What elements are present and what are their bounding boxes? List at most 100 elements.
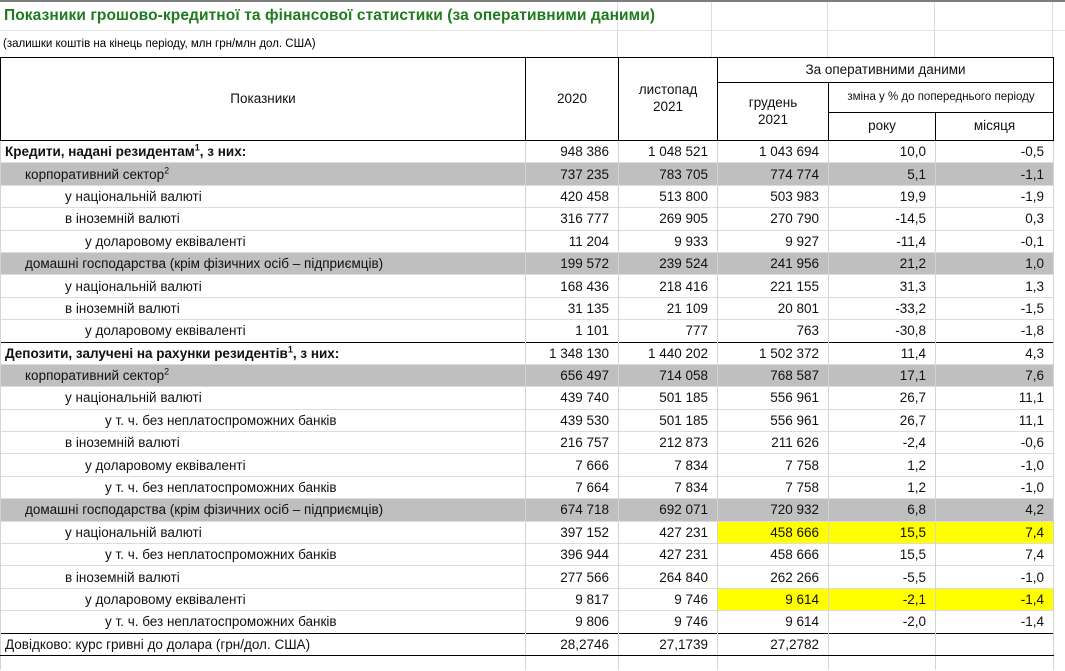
table-row: Довідково: курс гривні до долара (грн/до… xyxy=(0,632,1055,656)
cell-november-2021: 264 840 xyxy=(618,565,718,589)
row-label: в іноземній валюті xyxy=(0,296,526,320)
cell-november-2021: 692 071 xyxy=(618,498,718,522)
table-row: у національній валюті 439 740 501 185 556 9… xyxy=(0,386,1055,410)
row-label: у т. ч. без неплатоспроможних банків xyxy=(0,408,526,432)
cell-2020: 1 348 130 xyxy=(525,341,619,365)
cell-2020: 31 135 xyxy=(525,296,619,320)
cell-change-month: -1,0 xyxy=(934,565,1055,589)
col-header-change-month: місяця xyxy=(934,112,1055,141)
table-row: домашні господарства (крім фізичних осіб… xyxy=(0,498,1055,522)
cell-2020: 439 740 xyxy=(525,386,619,410)
cell-december-2021: 211 626 xyxy=(717,431,829,454)
row-label: в іноземній валюті xyxy=(0,431,526,454)
col-header-december-2021: грудень 2021 xyxy=(717,82,829,141)
col-header-november-2021: листопад 2021 xyxy=(618,57,718,141)
cell-november-2021: 21 109 xyxy=(618,296,718,320)
cell-2020: 28,2746 xyxy=(525,632,619,656)
cell-change-month: 0,3 xyxy=(934,207,1055,231)
cell-change-month: -1,4 xyxy=(934,610,1055,634)
cell-change-month: -1,5 xyxy=(934,296,1055,320)
table-row: у т. ч. без неплатоспроможних банків 9 80… xyxy=(0,610,1055,634)
cell-november-2021: 513 800 xyxy=(618,184,718,208)
cell-november-2021: 9 746 xyxy=(618,587,718,611)
row-label: корпоративний сектор2 xyxy=(0,363,526,387)
cell-change-year: 1,2 xyxy=(828,475,936,499)
table-row: у т. ч. без неплатоспроможних банків 7 66… xyxy=(0,475,1055,499)
cell-november-2021: 7 834 xyxy=(618,475,718,499)
table-row: у доларовому еквіваленті 7 666 7 834 7 758 1… xyxy=(0,453,1055,477)
cell-2020: 1 101 xyxy=(525,319,619,343)
table-row: у т. ч. без неплатоспроможних банків 396 … xyxy=(0,543,1055,566)
cell-2020: 9 806 xyxy=(525,610,619,634)
cell-november-2021: 269 905 xyxy=(618,207,718,231)
cell-2020: 7 664 xyxy=(525,475,619,499)
table-row: Кредити, надані резидентам1, з них: 948 3… xyxy=(0,139,1055,163)
cell-2020: 948 386 xyxy=(525,139,619,163)
cell-change-month: -1,4 xyxy=(934,587,1055,611)
cell-december-2021: 7 758 xyxy=(717,475,829,499)
table-row: в іноземній валюті 277 566 264 840 262 266-… xyxy=(0,565,1055,589)
cell-change-year: -2,4 xyxy=(828,431,936,454)
col-header-2020: 2020 xyxy=(525,57,619,141)
cell-december-2021: 9 927 xyxy=(717,229,829,253)
cell-2020: 674 718 xyxy=(525,498,619,522)
cell-change-year: 26,7 xyxy=(828,408,936,432)
cell-2020: 216 757 xyxy=(525,431,619,454)
cell-december-2021: 503 983 xyxy=(717,184,829,208)
cell-2020: 9 817 xyxy=(525,587,619,611)
cell-change-year: 15,5 xyxy=(828,543,936,566)
cell-2020: 199 572 xyxy=(525,251,619,275)
sheet-top-block: Показники грошово-кредитної та фінансово… xyxy=(0,2,1065,57)
cell-november-2021: 9 933 xyxy=(618,229,718,253)
cell-change-year: -30,8 xyxy=(828,319,936,343)
cell-november-2021: 218 416 xyxy=(618,274,718,298)
col-header-change-year: року xyxy=(828,112,936,141)
cell-2020: 7 666 xyxy=(525,453,619,477)
table-body: Кредити, надані резидентам1, з них: 948 3… xyxy=(0,139,1055,671)
row-label: домашні господарства (крім фізичних осіб… xyxy=(0,251,526,275)
cell-december-2021: 458 666 xyxy=(717,520,829,544)
cell-2020: 396 944 xyxy=(525,543,619,566)
cell-december-2021: 270 790 xyxy=(717,207,829,231)
cell-november-2021: 501 185 xyxy=(618,408,718,432)
cell-change-year: -5,5 xyxy=(828,565,936,589)
row-label: у доларовому еквіваленті xyxy=(0,453,526,477)
row-label: корпоративний сектор2 xyxy=(0,162,526,186)
cell-november-2021: 427 231 xyxy=(618,520,718,544)
row-label: у національній валюті xyxy=(0,386,526,410)
cell-december-2021: 1 502 372 xyxy=(717,341,829,365)
cell-change-year: 1,2 xyxy=(828,453,936,477)
row-label: у т. ч. без неплатоспроможних банків xyxy=(0,543,526,566)
cell-2020: 11 204 xyxy=(525,229,619,253)
table-row: у національній валюті 420 458 513 800 503 9… xyxy=(0,184,1055,208)
cell-change-year: 5,1 xyxy=(828,162,936,186)
cell-december-2021: 774 774 xyxy=(717,162,829,186)
cell-2020: 168 436 xyxy=(525,274,619,298)
cell-december-2021: 241 956 xyxy=(717,251,829,275)
cell-change-month: 7,6 xyxy=(934,363,1055,387)
col-group-change-percent: зміна у % до попереднього періоду xyxy=(827,82,1055,113)
empty-cell xyxy=(828,655,936,671)
table-row: у національній валюті 168 436 218 416 221 1… xyxy=(0,274,1055,298)
cell-change-month: 1,0 xyxy=(934,251,1055,275)
table-row: корпоративний сектор2 737 235 783 705 774 7… xyxy=(0,162,1055,186)
table-row: в іноземній валюті 316 777 269 905 270 790-… xyxy=(0,207,1055,231)
cell-december-2021: 262 266 xyxy=(717,565,829,589)
cell-november-2021: 9 746 xyxy=(618,610,718,634)
col-group-operational-data: За оперативними даними xyxy=(716,57,1055,83)
cell-november-2021: 501 185 xyxy=(618,386,718,410)
table-row: в іноземній валюті 31 135 21 109 20 801 -33,… xyxy=(0,296,1055,320)
empty-cell xyxy=(934,655,1055,671)
empty-gridline-row xyxy=(0,655,1055,671)
row-label: у національній валюті xyxy=(0,184,526,208)
cell-december-2021: 720 932 xyxy=(717,498,829,522)
cell-change-year: -33,2 xyxy=(828,296,936,320)
empty-cell xyxy=(618,655,718,671)
cell-change-month: 1,3 xyxy=(934,274,1055,298)
statistics-table: Показники 2020 листопад 2021 За оператив… xyxy=(0,57,1055,671)
table-row: у доларовому еквіваленті 9 817 9 746 9 614-… xyxy=(0,587,1055,611)
cell-2020: 397 152 xyxy=(525,520,619,544)
cell-change-month: 11,1 xyxy=(934,386,1055,410)
empty-cell xyxy=(0,655,526,671)
cell-december-2021: 458 666 xyxy=(717,543,829,566)
